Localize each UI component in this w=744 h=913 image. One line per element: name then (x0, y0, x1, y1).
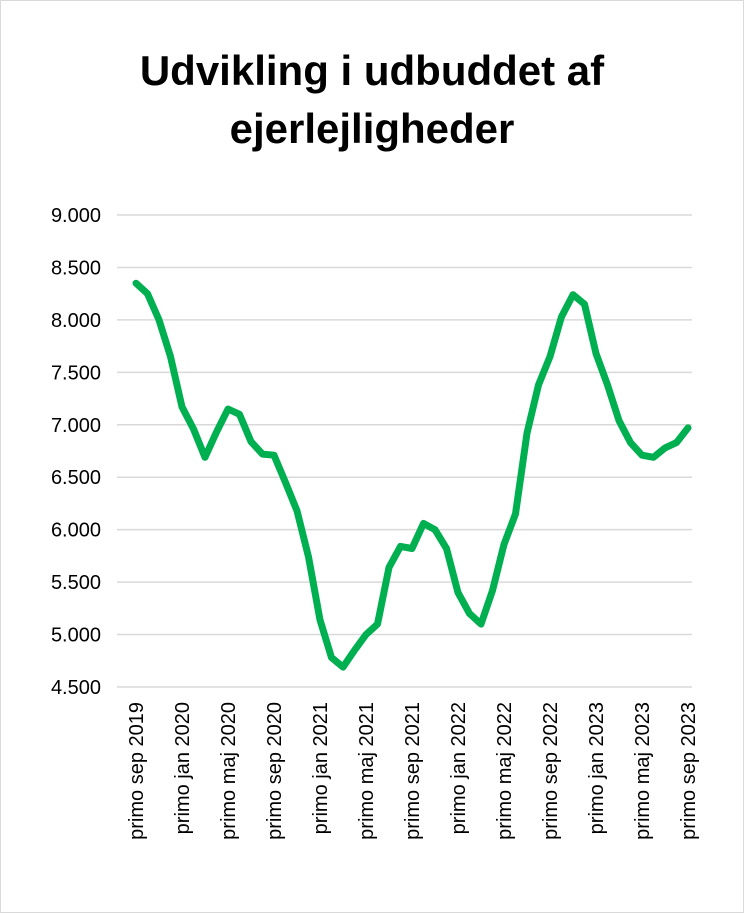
y-tick-label: 5.000 (51, 625, 101, 647)
x-tick-label: primo sep 2023 (678, 702, 700, 840)
chart-title-line-2: ejerlejligheder (229, 105, 515, 152)
x-tick-label: primo jan 2020 (172, 702, 194, 834)
x-tick-label: primo sep 2020 (264, 702, 286, 840)
x-tick-label: primo maj 2020 (218, 702, 240, 840)
x-tick-label: primo maj 2023 (632, 702, 654, 840)
series-line (132, 279, 692, 671)
x-tick-label: primo sep 2021 (402, 702, 424, 840)
x-tick-label: primo sep 2019 (126, 702, 148, 840)
y-tick-label: 7.000 (51, 415, 101, 437)
y-tick-label: 5.500 (51, 572, 101, 594)
y-tick-label: 6.500 (51, 467, 101, 489)
x-tick-label: primo maj 2022 (494, 702, 516, 840)
chart-title: Udvikling i udbuddet af ejerlejligheder (0, 42, 744, 158)
x-tick-label: primo maj 2021 (356, 702, 378, 840)
x-tick-label: primo jan 2023 (586, 702, 608, 834)
x-tick-label: primo sep 2022 (540, 702, 562, 840)
y-tick-label: 6.000 (51, 520, 101, 542)
chart-title-line-1: Udvikling i udbuddet af (139, 47, 605, 94)
x-tick-label: primo jan 2022 (448, 702, 470, 834)
y-tick-label: 8.000 (51, 310, 101, 332)
y-tick-label: 9.000 (51, 205, 101, 227)
y-tick-label: 4.500 (51, 677, 101, 699)
y-tick-label: 8.500 (51, 257, 101, 279)
y-tick-label: 7.500 (51, 362, 101, 384)
x-tick-label: primo jan 2021 (310, 702, 332, 834)
